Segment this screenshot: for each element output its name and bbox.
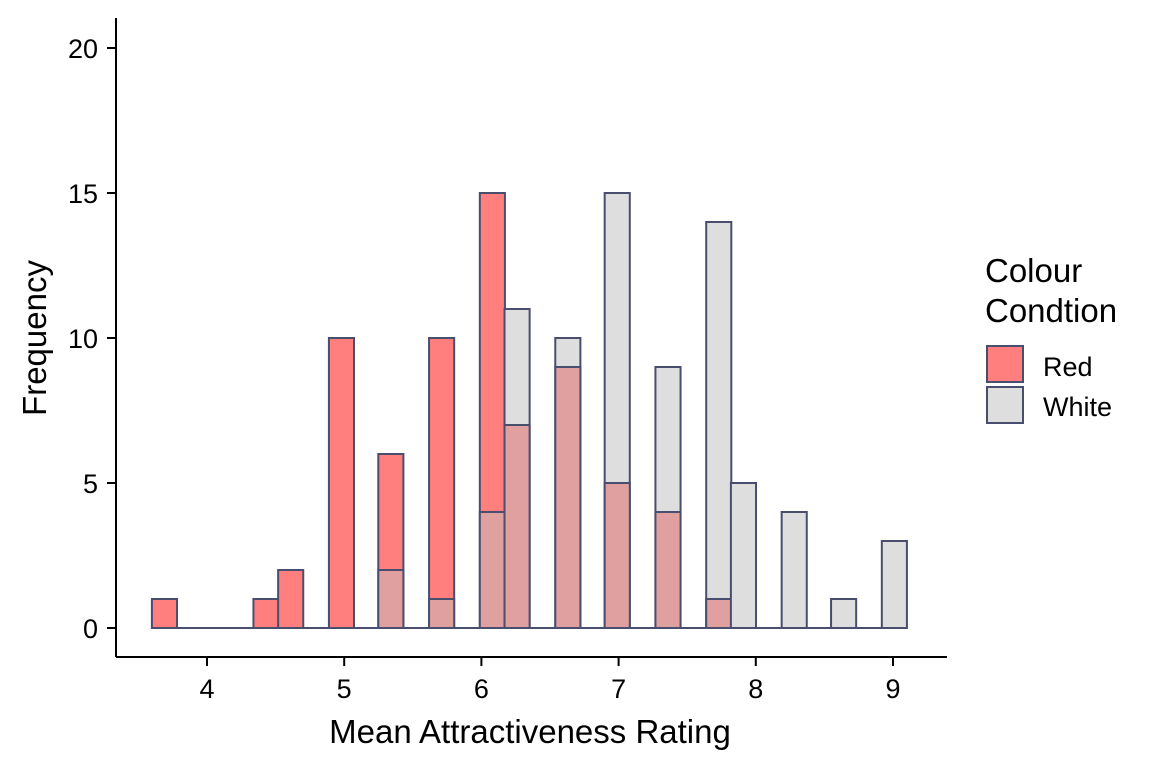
histogram-bar-overlap (603, 482, 631, 629)
histogram-bar (830, 598, 858, 629)
histogram-bar (327, 337, 356, 629)
histogram-bar (729, 482, 758, 629)
x-axis-ticks: 4 5 6 7 8 9 (199, 657, 901, 704)
y-tick-label: 10 (68, 324, 98, 354)
histogram-bar (880, 540, 908, 629)
histogram-bar (277, 569, 305, 629)
x-tick-label: 9 (885, 674, 900, 704)
x-tick-label: 8 (748, 674, 763, 704)
x-axis-title: Mean Attractiveness Rating (329, 713, 731, 750)
histogram-bar (705, 221, 733, 629)
histogram-bar (780, 511, 808, 629)
x-tick-label: 6 (474, 674, 489, 704)
legend-label-white: White (1043, 392, 1112, 422)
y-tick-label: 5 (83, 469, 98, 499)
histogram-bar (428, 337, 456, 629)
histogram-bar-overlap (554, 366, 582, 629)
legend-title-line-1: Colour (985, 252, 1082, 289)
legend-key-red (986, 345, 1024, 383)
bars-layer (150, 192, 908, 629)
histogram-bar (252, 598, 280, 629)
y-axis-title: Frequency (16, 260, 53, 416)
histogram-bar-overlap (377, 569, 405, 629)
x-tick-label: 7 (611, 674, 626, 704)
legend: Colour Condtion Red White (985, 252, 1117, 424)
y-axis-ticks: 0 5 10 15 20 (68, 34, 116, 644)
histogram-bar (150, 598, 179, 629)
histogram-bar-overlap (478, 511, 506, 629)
histogram-bar-overlap (428, 598, 456, 629)
y-tick-label: 15 (68, 179, 98, 209)
histogram-bar-overlap (705, 598, 733, 629)
histogram-bar-overlap (654, 511, 682, 629)
y-tick-label: 20 (68, 34, 98, 64)
x-tick-label: 4 (199, 674, 214, 704)
x-tick-label: 5 (337, 674, 352, 704)
legend-key-white (986, 386, 1024, 424)
histogram-bar-overlap (503, 424, 531, 629)
legend-title-line-2: Condtion (985, 292, 1117, 329)
y-tick-label: 0 (83, 614, 98, 644)
legend-label-red: Red (1043, 352, 1093, 382)
